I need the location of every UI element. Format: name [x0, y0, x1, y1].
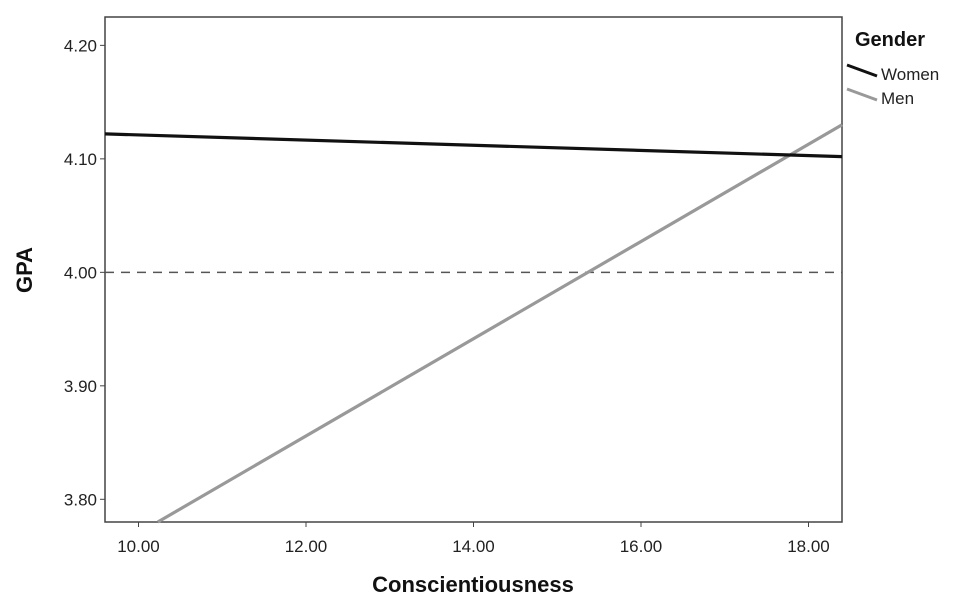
y-tick-label: 4.00 [64, 263, 97, 282]
x-tick-label: 14.00 [452, 537, 495, 556]
y-tick-label: 4.20 [64, 36, 97, 55]
legend-title: Gender [855, 29, 925, 51]
series-line-men [156, 123, 843, 524]
legend-swatch-women [846, 63, 878, 78]
x-axis-title: Conscientiousness [372, 572, 574, 595]
y-axis-title: GPA [12, 247, 37, 293]
y-tick-label: 3.80 [64, 490, 97, 509]
x-tick-label: 10.00 [117, 537, 160, 556]
legend-swatch-men [846, 87, 878, 102]
legend: Gender Women Men [846, 29, 939, 108]
series-line-women [104, 132, 843, 159]
legend-label-men: Men [881, 89, 914, 108]
plot-area [104, 16, 843, 523]
y-tick-label: 3.90 [64, 377, 97, 396]
y-tick-label: 4.10 [64, 150, 97, 169]
x-tick-label: 12.00 [285, 537, 328, 556]
legend-label-women: Women [881, 65, 939, 84]
x-tick-label: 18.00 [787, 537, 830, 556]
x-tick-label: 16.00 [620, 537, 663, 556]
